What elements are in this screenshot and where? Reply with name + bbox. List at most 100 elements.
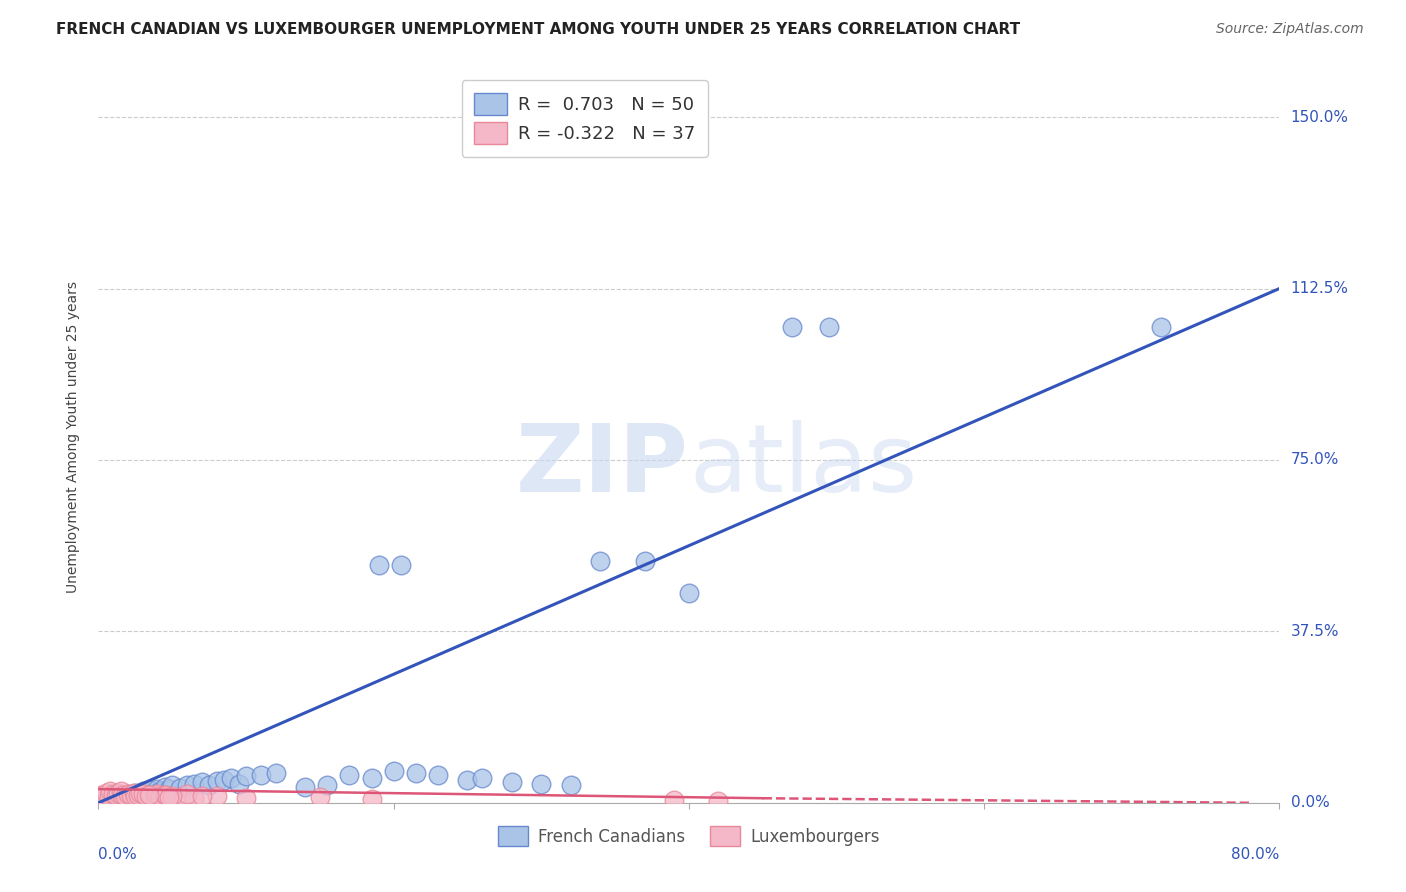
Point [132,787,155,801]
Point [103,787,125,801]
Point [124,786,146,800]
Y-axis label: Unemployment Among Youth under 25 years: Unemployment Among Youth under 25 years [66,281,80,593]
Text: ZIP: ZIP [516,420,689,512]
Point [146,787,169,801]
Point [589,553,612,567]
Point [389,558,412,573]
Point [139,783,162,797]
Point [678,585,700,599]
Point [339,768,361,782]
Point [818,320,841,334]
Point [316,779,339,793]
Point [117,787,139,801]
Point [128,789,150,803]
Point [457,772,479,787]
Point [153,780,176,794]
Point [707,793,730,807]
Point [143,789,166,803]
Point [139,788,162,802]
Point [157,782,180,797]
Point [107,786,129,800]
Point [221,771,243,785]
Text: 75.0%: 75.0% [1291,452,1339,467]
Point [149,784,172,798]
Point [117,787,139,801]
Point [228,776,250,790]
Point [120,788,142,802]
Point [183,776,205,790]
Point [634,553,657,567]
Point [205,773,228,788]
Point [250,768,273,782]
Point [264,766,287,780]
Point [212,772,235,787]
Point [105,788,128,802]
Point [427,768,450,782]
Text: 150.0%: 150.0% [1291,110,1348,125]
Point [110,788,132,802]
Point [560,779,582,793]
Point [360,771,382,785]
Point [94,791,117,805]
Point [1150,320,1173,334]
Point [103,789,125,803]
Point [94,786,117,800]
Point [176,778,198,792]
Point [135,787,157,801]
Point [176,787,198,801]
Point [368,558,391,573]
Point [128,786,150,800]
Point [471,771,494,785]
Point [143,786,166,800]
Point [501,775,523,789]
Point [530,776,553,790]
Point [205,789,228,804]
Point [155,789,177,803]
Point [114,789,136,804]
Point [169,781,191,796]
Point [149,789,172,804]
Text: FRENCH CANADIAN VS LUXEMBOURGER UNEMPLOYMENT AMONG YOUTH UNDER 25 YEARS CORRELAT: FRENCH CANADIAN VS LUXEMBOURGER UNEMPLOY… [56,22,1021,37]
Text: 112.5%: 112.5% [1291,281,1348,296]
Point [782,320,804,334]
Point [664,793,686,807]
Point [235,791,257,805]
Text: atlas: atlas [689,420,917,512]
Point [146,782,169,797]
Point [120,788,142,802]
Point [127,788,149,802]
Point [153,788,176,802]
Point [191,775,214,789]
Point [138,788,160,802]
Point [405,766,427,780]
Point [157,789,180,804]
Point [97,789,120,803]
Text: 80.0%: 80.0% [1232,847,1279,862]
Point [111,788,134,802]
Point [110,784,132,798]
Point [90,788,112,802]
Point [294,780,316,794]
Point [124,789,146,803]
Point [122,786,145,800]
Text: 0.0%: 0.0% [98,847,138,862]
Point [162,779,183,793]
Point [132,784,155,798]
Legend: French Canadians, Luxembourgers: French Canadians, Luxembourgers [492,820,886,853]
Point [114,789,136,803]
Point [198,779,221,793]
Point [105,790,128,805]
Text: 0.0%: 0.0% [1291,796,1329,810]
Point [360,792,382,806]
Point [382,764,405,778]
Point [135,789,157,803]
Point [183,791,205,805]
Point [309,790,332,805]
Point [162,789,183,804]
Text: Source: ZipAtlas.com: Source: ZipAtlas.com [1216,22,1364,37]
Point [169,790,191,805]
Point [191,789,214,803]
Point [98,784,121,798]
Point [235,769,257,783]
Text: 37.5%: 37.5% [1291,624,1339,639]
